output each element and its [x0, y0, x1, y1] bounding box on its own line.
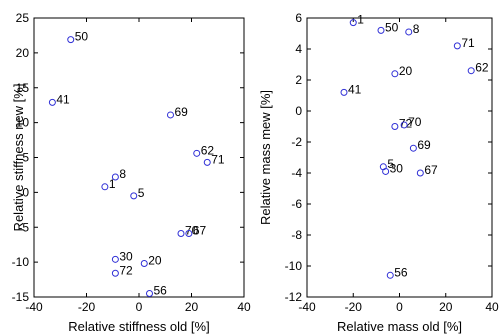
y-tick-label: -5 [18, 220, 29, 234]
data-point-label: 50 [75, 30, 89, 44]
data-point-marker [400, 121, 408, 129]
x-tick-label: 40 [237, 300, 251, 314]
data-point-label: 41 [56, 92, 70, 106]
x-tick-label: 20 [439, 300, 453, 314]
data-point-marker [386, 271, 394, 279]
data-point-marker [416, 169, 424, 177]
data-point-label: 56 [154, 284, 168, 298]
data-point-label: 50 [385, 20, 399, 34]
y-tick-label: -12 [285, 290, 303, 304]
data-point-label: 72 [119, 263, 133, 277]
data-point-marker [48, 98, 56, 106]
data-point-label: 71 [461, 36, 475, 50]
y-axis-title: Relative stiffness new [%] [11, 84, 26, 232]
plot-area [306, 17, 493, 298]
data-point-marker [146, 290, 153, 298]
y-tick-label: 2 [295, 73, 302, 87]
mass-scatter-chart: Relative mass old [%] Relative mass mew … [258, 11, 499, 334]
data-point-label: 70 [408, 115, 422, 129]
data-point-marker [405, 28, 413, 36]
data-point-label: 70 [185, 224, 199, 238]
y-tick-label: 0 [22, 185, 29, 199]
data-point-marker [193, 149, 201, 157]
data-point-marker [185, 230, 193, 238]
x-axis-title: Relative stiffness old [%] [68, 319, 209, 334]
data-point-label: 69 [417, 138, 431, 152]
data-point-label: 30 [119, 249, 133, 263]
data-point-label: 5 [387, 157, 394, 171]
y-tick-label: -8 [291, 228, 302, 242]
data-point-marker [177, 230, 185, 238]
data-point-marker [349, 19, 357, 27]
y-tick-label: -4 [291, 166, 302, 180]
data-point-marker [167, 111, 174, 119]
data-point-marker [340, 88, 348, 96]
data-point-marker [203, 158, 211, 166]
y-axis-title: Relative mass mew [%] [258, 90, 273, 225]
y-tick-label: 5 [22, 151, 29, 165]
data-point-label: 67 [424, 163, 438, 177]
y-tick-label: -10 [285, 259, 303, 273]
y-tick-label: 20 [16, 46, 30, 60]
y-tick-label: -2 [291, 135, 302, 149]
data-point-marker [111, 173, 119, 181]
data-point-marker [130, 192, 138, 200]
data-point-label: 20 [399, 64, 413, 78]
data-point-marker [111, 269, 119, 277]
data-point-label: 62 [201, 143, 215, 157]
data-point-label: 8 [413, 22, 420, 36]
data-point-marker [453, 42, 461, 50]
x-tick-label: 40 [485, 300, 499, 314]
data-point-marker [140, 260, 148, 268]
data-point-label: 41 [348, 82, 362, 96]
y-tick-label: -15 [12, 290, 30, 304]
data-point-label: 20 [148, 254, 162, 268]
y-tick-label: 10 [16, 116, 30, 130]
data-point-marker [377, 26, 385, 34]
data-point-label: 67 [193, 224, 207, 238]
data-point-label: 5 [138, 186, 145, 200]
data-point-marker [111, 255, 119, 263]
data-point-marker [67, 36, 75, 44]
data-point-label: 69 [175, 105, 189, 119]
stiffness-scatter-chart: Relative stiffness old [%] Relative stif… [11, 11, 251, 334]
data-point-marker [409, 144, 417, 152]
y-tick-label: 6 [295, 11, 302, 25]
y-tick-label: 15 [16, 81, 30, 95]
y-tick-label: 25 [16, 11, 30, 25]
data-point-label: 1 [357, 13, 364, 27]
y-tick-label: -10 [12, 255, 30, 269]
data-point-marker [101, 183, 109, 191]
data-point-marker [391, 123, 399, 130]
data-point-label: 56 [394, 265, 408, 279]
data-point-label: 62 [475, 61, 489, 75]
x-tick-label: 0 [136, 300, 143, 314]
data-point-label: 71 [211, 152, 225, 166]
x-tick-label: -40 [298, 300, 316, 314]
x-tick-label: -20 [345, 300, 363, 314]
x-axis-title: Relative mass old [%] [337, 319, 462, 334]
x-tick-label: 0 [396, 300, 403, 314]
data-point-marker [391, 70, 399, 78]
x-tick-label: -20 [78, 300, 96, 314]
data-point-label: 1 [109, 177, 116, 191]
data-point-marker [382, 167, 390, 175]
y-tick-label: -6 [291, 197, 302, 211]
data-point-marker [467, 67, 475, 75]
x-tick-label: 20 [185, 300, 199, 314]
data-point-label: 30 [390, 161, 404, 175]
y-tick-label: 4 [295, 42, 302, 56]
data-point-label: 8 [119, 167, 126, 181]
y-tick-label: 0 [295, 104, 302, 118]
x-tick-label: -40 [25, 300, 43, 314]
